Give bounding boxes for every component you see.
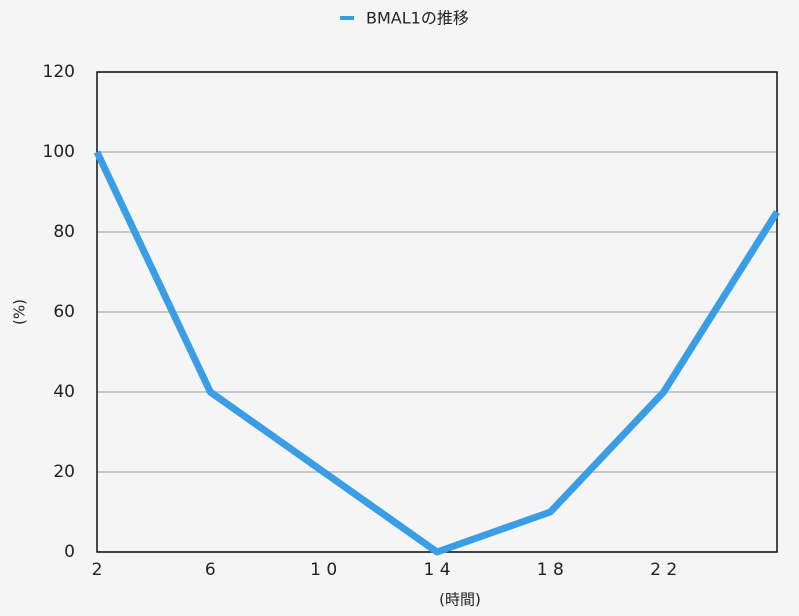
y-tick-label: 60 <box>53 302 75 322</box>
y-axis-label: (%) <box>11 299 29 325</box>
x-tick-label: 1 4 <box>423 560 450 580</box>
x-tick-label: 1 8 <box>537 560 564 580</box>
legend-label: BMAL1の推移 <box>366 9 469 28</box>
x-tick-label: 6 <box>205 560 216 580</box>
y-tick-label: 120 <box>43 62 75 82</box>
y-tick-label: 40 <box>53 382 75 402</box>
y-tick-label: 100 <box>43 142 75 162</box>
y-tick-label: 20 <box>53 462 75 482</box>
y-tick-label: 0 <box>64 542 75 562</box>
y-tick-label: 80 <box>53 222 75 242</box>
x-axis-label: (時間) <box>439 591 481 609</box>
data-line <box>93 150 780 556</box>
x-tick-label: 1 0 <box>310 560 337 580</box>
x-tick-label: 2 <box>92 560 103 580</box>
x-tick-label: 2 2 <box>650 560 677 580</box>
